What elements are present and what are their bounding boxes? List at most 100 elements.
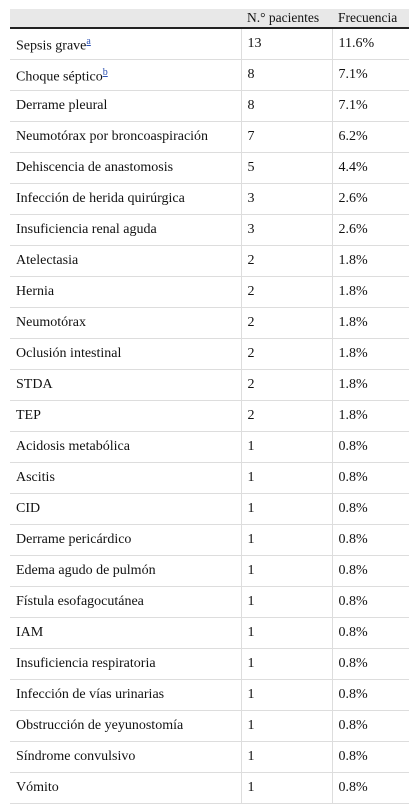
condition-cell: Derrame pericárdico	[10, 524, 241, 556]
condition-cell: Choque sépticob	[10, 59, 241, 91]
condition-name: Derrame pleural	[16, 98, 108, 113]
condition-name: Obstrucción de yeyunostomía	[16, 718, 184, 733]
condition-cell: Neumotórax	[10, 307, 241, 339]
table-row: Edema agudo de pulmón 1 0.8%	[10, 555, 409, 587]
frequency-cell: 1.8%	[331, 307, 409, 339]
table-row: Insuficiencia renal aguda 3 2.6%	[10, 214, 409, 246]
frequency-cell: 0.8%	[331, 431, 409, 463]
patients-cell: 2	[240, 338, 332, 370]
condition-cell: Sepsis gravea	[10, 28, 241, 60]
condition-cell: Neumotórax por broncoaspiración	[10, 121, 241, 153]
condition-cell: Vómito	[10, 772, 241, 804]
patients-cell: 13	[240, 28, 332, 60]
condition-cell: Oclusión intestinal	[10, 338, 241, 370]
table-row: Obstrucción de yeyunostomía 1 0.8%	[10, 710, 409, 742]
table-row: Sepsis gravea 13 11.6%	[10, 28, 409, 60]
header-cell: N.° pacientes	[241, 9, 332, 29]
table-row: Infección de vías urinarias 1 0.8%	[10, 679, 409, 711]
patients-cell: 2	[240, 400, 332, 432]
frequency-cell: 1.8%	[331, 369, 409, 401]
table-row: Derrame pleural 8 7.1%	[10, 90, 409, 122]
frequency-cell: 2.6%	[331, 214, 409, 246]
frequency-cell: 2.6%	[331, 183, 409, 215]
frequency-cell: 1.8%	[331, 276, 409, 308]
frequency-cell: 1.8%	[331, 245, 409, 277]
condition-name: Infección de herida quirúrgica	[16, 191, 185, 206]
frequency-cell: 0.8%	[331, 586, 409, 618]
footnote-link[interactable]: b	[102, 66, 108, 78]
patients-cell: 1	[240, 524, 332, 556]
condition-name: TEP	[16, 408, 41, 423]
condition-name: Insuficiencia respiratoria	[16, 656, 156, 671]
patients-cell: 1	[240, 772, 332, 804]
frequency-cell: 4.4%	[331, 152, 409, 184]
condition-name: Acidosis metabólica	[16, 439, 130, 454]
condition-cell: Infección de herida quirúrgica	[10, 183, 241, 215]
table-row: Oclusión intestinal 2 1.8%	[10, 338, 409, 370]
patients-cell: 2	[240, 307, 332, 339]
patients-cell: 1	[240, 679, 332, 711]
condition-name: IAM	[16, 625, 44, 640]
table-row: Hernia 2 1.8%	[10, 276, 409, 308]
frequency-cell: 0.8%	[331, 462, 409, 494]
frequency-cell: 0.8%	[331, 741, 409, 773]
frequency-cell: 0.8%	[331, 617, 409, 649]
frequency-cell: 0.8%	[331, 679, 409, 711]
frequency-cell: 11.6%	[331, 28, 409, 60]
condition-name: Insuficiencia renal aguda	[16, 222, 157, 237]
condition-name: Derrame pericárdico	[16, 532, 132, 547]
patients-cell: 8	[240, 59, 332, 91]
footnote-marker: b	[103, 65, 108, 78]
condition-name: Hernia	[16, 284, 55, 299]
frequency-cell: 0.8%	[331, 555, 409, 587]
table-row: Choque sépticob 8 7.1%	[10, 59, 409, 91]
condition-name: Fístula esofagocutánea	[16, 594, 144, 609]
table-row: Ascitis 1 0.8%	[10, 462, 409, 494]
condition-cell: Obstrucción de yeyunostomía	[10, 710, 241, 742]
patients-cell: 1	[240, 493, 332, 525]
patients-cell: 1	[240, 648, 332, 680]
condition-name: Sepsis grave	[16, 38, 87, 54]
patients-cell: 8	[240, 90, 332, 122]
patients-cell: 1	[240, 555, 332, 587]
condition-name: Síndrome convulsivo	[16, 749, 136, 764]
table-row: Acidosis metabólica 1 0.8%	[10, 431, 409, 463]
patients-cell: 1	[240, 741, 332, 773]
table-row: Dehiscencia de anastomosis 5 4.4%	[10, 152, 409, 184]
condition-name: CID	[16, 501, 41, 516]
condition-cell: Edema agudo de pulmón	[10, 555, 241, 587]
table-row: STDA 2 1.8%	[10, 369, 409, 401]
table-row: IAM 1 0.8%	[10, 617, 409, 649]
table-row: TEP 2 1.8%	[10, 400, 409, 432]
patients-cell: 1	[240, 462, 332, 494]
frequency-cell: 0.8%	[331, 493, 409, 525]
condition-name: Choque séptico	[16, 69, 103, 85]
condition-cell: Atelectasia	[10, 245, 241, 277]
condition-cell: Fístula esofagocutánea	[10, 586, 241, 618]
frequency-cell: 0.8%	[331, 524, 409, 556]
table-row: Neumotórax 2 1.8%	[10, 307, 409, 339]
patients-cell: 5	[240, 152, 332, 184]
patients-cell: 2	[240, 245, 332, 277]
condition-cell: TEP	[10, 400, 241, 432]
condition-cell: Derrame pleural	[10, 90, 241, 122]
condition-cell: Síndrome convulsivo	[10, 741, 241, 773]
condition-cell: Insuficiencia renal aguda	[10, 214, 241, 246]
table-row: CID 1 0.8%	[10, 493, 409, 525]
footnote-link[interactable]: a	[86, 35, 91, 47]
frequency-cell: 7.1%	[331, 59, 409, 91]
patients-cell: 1	[240, 586, 332, 618]
patients-cell: 1	[240, 710, 332, 742]
condition-name: Edema agudo de pulmón	[16, 563, 156, 578]
frequency-cell: 1.8%	[331, 400, 409, 432]
frequency-cell: 7.1%	[331, 90, 409, 122]
table-row: Vómito 1 0.8%	[10, 772, 409, 804]
table-row: Infección de herida quirúrgica 3 2.6%	[10, 183, 409, 215]
condition-name: Vómito	[16, 780, 59, 795]
table: N.° pacientes Frecuencia Sepsis gravea 13…	[10, 9, 409, 804]
condition-name: Neumotórax por broncoaspiración	[16, 129, 209, 144]
frequency-cell: 0.8%	[331, 772, 409, 804]
condition-cell: Infección de vías urinarias	[10, 679, 241, 711]
table-row: Insuficiencia respiratoria 1 0.8%	[10, 648, 409, 680]
